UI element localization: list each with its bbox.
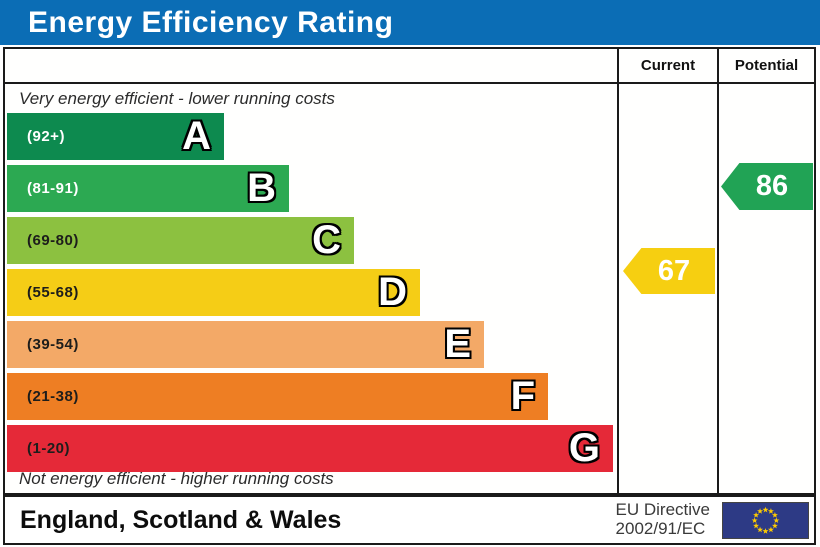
eu-directive-line2: 2002/91/EC <box>615 519 706 538</box>
potential-rating-value: 86 <box>755 170 789 202</box>
band-range-label: (39-54) <box>27 336 79 353</box>
band-letter: E <box>444 322 471 366</box>
header-underline <box>5 82 814 84</box>
band-letter: G <box>568 426 600 470</box>
band-range-label: (1-20) <box>27 440 71 457</box>
current-column-divider <box>617 49 619 493</box>
top-caption: Very energy efficient - lower running co… <box>19 89 335 108</box>
band-letter: D <box>378 270 407 314</box>
band-letter: B <box>247 166 276 210</box>
band-letter: C <box>312 218 341 262</box>
band-letter: A <box>182 114 211 158</box>
band-range-label: (92+) <box>27 128 65 145</box>
current-rating-arrow: 67 <box>623 248 715 294</box>
current-rating-value: 67 <box>657 254 691 287</box>
band-c: (69-80) C <box>7 217 354 264</box>
potential-rating-arrow: 86 <box>721 163 813 210</box>
band-range-label: (55-68) <box>27 284 79 301</box>
band-letter: F <box>510 374 535 418</box>
page-title: Energy Efficiency Rating <box>28 5 394 39</box>
band-range-label: (81-91) <box>27 180 79 197</box>
band-a: (92+) A <box>7 113 224 160</box>
eu-directive-label: EU Directive 2002/91/EC <box>616 501 710 538</box>
eu-flag-icon <box>722 501 809 539</box>
eu-directive-line1: EU Directive <box>615 500 710 520</box>
current-column-header: Current <box>640 57 696 74</box>
potential-column-divider <box>717 49 719 493</box>
band-b: (81-91) B <box>7 165 289 212</box>
title-bar: Energy Efficiency Rating <box>0 0 820 45</box>
potential-column-header: Potential <box>734 57 799 74</box>
band-range-label: (69-80) <box>27 232 79 249</box>
band-d: (55-68) D <box>7 269 420 316</box>
band-e: (39-54) E <box>7 321 484 368</box>
bottom-caption: Not energy efficient - higher running co… <box>19 469 334 488</box>
rating-table: Current Potential Very energy efficient … <box>3 47 816 495</box>
band-g: (1-20) G <box>7 425 613 472</box>
region-label: England, Scotland & Wales <box>20 505 342 534</box>
band-range-label: (21-38) <box>27 388 79 405</box>
band-f: (21-38) F <box>7 373 548 420</box>
footer-bar: England, Scotland & Wales EU Directive 2… <box>3 495 816 545</box>
